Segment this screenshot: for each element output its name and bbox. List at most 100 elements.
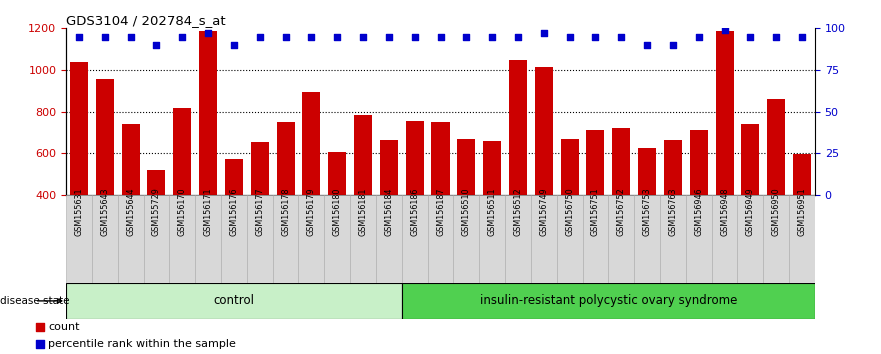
Point — [123, 34, 137, 40]
Bar — [793, 154, 811, 278]
Text: count: count — [48, 321, 80, 332]
Text: GSM156171: GSM156171 — [204, 188, 212, 236]
Bar — [354, 115, 372, 278]
Bar — [66, 195, 92, 287]
Bar — [169, 195, 196, 287]
Text: GSM156749: GSM156749 — [539, 188, 548, 236]
Text: GSM156177: GSM156177 — [255, 188, 264, 236]
Bar — [535, 67, 552, 278]
Point — [433, 34, 448, 40]
Text: disease state: disease state — [0, 296, 70, 306]
Bar — [324, 195, 350, 287]
Point — [150, 42, 164, 48]
Bar — [741, 124, 759, 278]
Point — [640, 42, 654, 48]
Bar — [302, 92, 321, 278]
Point — [381, 34, 396, 40]
Bar — [299, 195, 324, 287]
Point — [356, 34, 370, 40]
Bar — [483, 141, 501, 278]
Text: GSM156180: GSM156180 — [333, 188, 342, 236]
Bar — [277, 122, 294, 278]
Bar — [763, 195, 789, 287]
Bar — [402, 195, 427, 287]
Point — [175, 34, 189, 40]
Bar — [122, 124, 140, 278]
Text: GSM156187: GSM156187 — [436, 188, 445, 236]
Bar — [225, 159, 243, 278]
Bar — [427, 195, 454, 287]
Bar — [221, 195, 247, 287]
Bar — [118, 195, 144, 287]
Bar — [715, 32, 734, 278]
Point — [744, 34, 758, 40]
Bar — [92, 195, 118, 287]
Point — [795, 34, 809, 40]
Point — [278, 34, 292, 40]
Point — [485, 34, 500, 40]
Bar — [350, 195, 376, 287]
Bar — [196, 195, 221, 287]
Bar — [247, 195, 272, 287]
Text: GSM156512: GSM156512 — [514, 188, 522, 236]
Bar — [664, 139, 682, 278]
Bar — [685, 195, 712, 287]
Bar — [70, 62, 88, 278]
Bar — [479, 195, 505, 287]
Text: GSM155644: GSM155644 — [126, 188, 135, 236]
Point — [253, 34, 267, 40]
Bar — [328, 152, 346, 278]
Text: GSM156511: GSM156511 — [488, 188, 497, 236]
Bar — [560, 138, 579, 278]
Bar — [609, 195, 634, 287]
Point — [692, 34, 706, 40]
Bar — [712, 195, 737, 287]
Text: GSM156510: GSM156510 — [462, 188, 470, 236]
Bar — [251, 142, 269, 278]
Text: GSM156950: GSM156950 — [772, 188, 781, 236]
Bar — [557, 195, 582, 287]
Bar — [531, 195, 557, 287]
Point — [511, 34, 525, 40]
Point — [589, 34, 603, 40]
Text: GSM156181: GSM156181 — [359, 188, 367, 236]
Point — [717, 27, 731, 33]
Bar — [634, 195, 660, 287]
Text: GSM156184: GSM156184 — [384, 188, 393, 236]
Text: GSM156178: GSM156178 — [281, 188, 290, 236]
Bar — [144, 195, 169, 287]
Point — [459, 34, 473, 40]
Text: GSM156176: GSM156176 — [229, 188, 239, 236]
Text: percentile rank within the sample: percentile rank within the sample — [48, 339, 236, 349]
Text: GSM156179: GSM156179 — [307, 188, 316, 236]
Point — [563, 34, 577, 40]
Text: GSM156170: GSM156170 — [178, 188, 187, 236]
Bar — [582, 195, 609, 287]
Bar — [376, 195, 402, 287]
Bar — [96, 79, 114, 278]
Bar — [638, 148, 656, 278]
Bar — [380, 139, 398, 278]
Bar — [272, 195, 299, 287]
Text: GSM156948: GSM156948 — [720, 188, 729, 236]
Text: insulin-resistant polycystic ovary syndrome: insulin-resistant polycystic ovary syndr… — [479, 295, 737, 307]
Point — [408, 34, 422, 40]
Text: GSM155643: GSM155643 — [100, 188, 109, 236]
Bar — [660, 195, 685, 287]
Point — [769, 34, 783, 40]
Text: GSM156753: GSM156753 — [642, 188, 652, 236]
Text: GSM156951: GSM156951 — [797, 188, 806, 236]
Point — [330, 34, 344, 40]
Bar — [612, 128, 630, 278]
Text: GSM155729: GSM155729 — [152, 187, 161, 236]
Bar — [199, 32, 217, 278]
Point — [98, 34, 112, 40]
Point — [72, 34, 86, 40]
Bar — [454, 195, 479, 287]
Text: GSM156763: GSM156763 — [669, 188, 677, 236]
Bar — [174, 108, 191, 278]
Bar — [66, 283, 402, 319]
Text: GSM156752: GSM156752 — [617, 187, 626, 236]
Bar — [509, 59, 527, 278]
Bar — [432, 122, 449, 278]
